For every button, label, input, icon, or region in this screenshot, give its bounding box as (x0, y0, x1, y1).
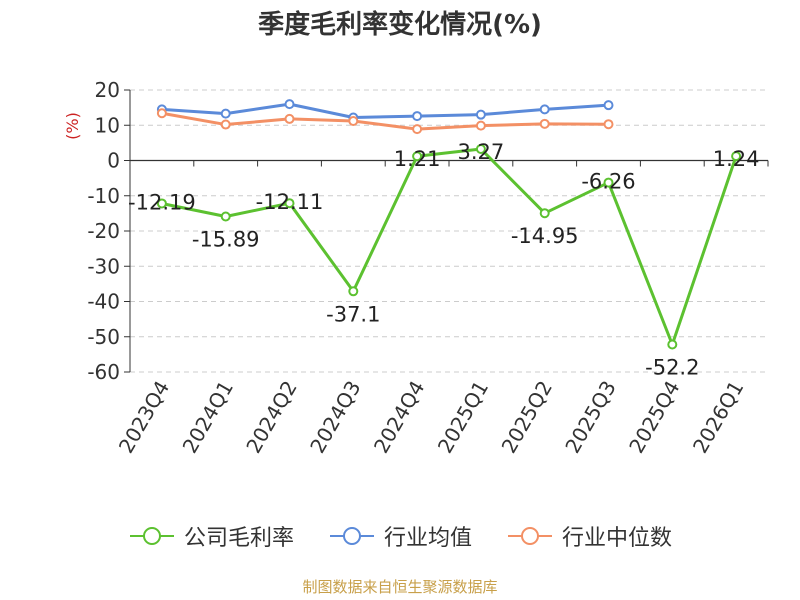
x-tick-label: 2024Q2 (241, 377, 301, 458)
y-tick-label: -30 (87, 254, 120, 278)
data-point (731, 151, 742, 162)
data-point (412, 111, 423, 122)
data-point (220, 211, 231, 222)
data-point (475, 109, 486, 120)
data-point (603, 119, 614, 130)
x-tick-label: 2025Q1 (433, 377, 493, 458)
data-label: -12.19 (128, 190, 196, 214)
data-point (220, 119, 231, 130)
data-point (539, 104, 550, 115)
data-point (475, 120, 486, 131)
data-label: -6.26 (581, 170, 635, 194)
data-label: -37.1 (326, 302, 380, 326)
y-tick-label: -60 (87, 360, 120, 384)
data-label: 1.21 (394, 147, 441, 171)
data-point (667, 339, 678, 350)
data-point (412, 124, 423, 135)
data-label: -14.95 (511, 224, 579, 248)
legend-item[interactable]: 行业中位数 (506, 520, 672, 552)
y-tick-label: -10 (87, 184, 120, 208)
data-label: -15.89 (192, 228, 260, 252)
legend-line-icon (508, 527, 552, 545)
legend-label: 行业中位数 (562, 526, 673, 551)
legend-item[interactable]: 行业均值 (328, 520, 472, 552)
series-line (161, 111, 609, 131)
y-tick-label: 10 (95, 113, 120, 137)
data-point (475, 143, 486, 154)
data-point (348, 116, 359, 127)
series-line (161, 147, 738, 347)
legend-marker (342, 527, 361, 545)
x-tick-label: 2025Q2 (497, 377, 557, 458)
legend-item[interactable]: 公司毛利率 (128, 520, 294, 552)
x-tick-label: 2026Q1 (688, 377, 748, 458)
data-point (348, 286, 359, 297)
data-point (156, 108, 167, 119)
grid-lines (130, 89, 768, 373)
legend-marker (142, 527, 161, 545)
legend-label: 行业均值 (383, 526, 472, 551)
y-tick-label: -40 (87, 290, 120, 314)
data-label: -52.2 (645, 356, 699, 380)
y-tick-label: 20 (95, 78, 120, 102)
series-line (161, 102, 609, 119)
legend-line-icon (129, 527, 174, 545)
x-tick-label: 2024Q4 (369, 377, 429, 458)
data-labels: -12.19 -15.89 -12.11 -37.1 1.21 3.27 -14.95 -6.… (128, 140, 759, 380)
data-point (603, 177, 614, 188)
legend: 公司毛利率 行业均值 行业中位数 (0, 520, 800, 552)
data-point (412, 151, 423, 162)
x-tick-label: 2025Q3 (560, 377, 620, 458)
legend-marker (521, 527, 539, 545)
data-point (284, 113, 295, 124)
data-label: 1.24 (713, 147, 760, 171)
source-note: 制图数据来自恒生聚源数据库 (302, 578, 498, 596)
legend-line-icon (329, 527, 374, 545)
data-point (539, 208, 550, 219)
data-point (603, 100, 614, 111)
x-tick-label: 2025Q4 (624, 377, 684, 458)
data-point (284, 198, 295, 209)
y-tick-label: -20 (87, 219, 120, 243)
y-axis-label: (%) (63, 112, 82, 140)
y-tick-label: -50 (87, 325, 120, 349)
data-point (220, 108, 231, 119)
y-tick-label: 0 (107, 149, 120, 173)
series-lines (156, 99, 742, 350)
data-label: 3.27 (458, 140, 505, 164)
x-tick-label: 2024Q3 (305, 377, 365, 458)
x-tick-label: 2024Q1 (178, 377, 238, 458)
legend-label: 公司毛利率 (183, 526, 294, 551)
x-tick-label: 2023Q4 (114, 377, 174, 458)
data-point (539, 118, 550, 129)
chart-title: 季度毛利率变化情况(%) (258, 10, 542, 40)
data-point (284, 99, 295, 110)
data-point (156, 198, 167, 209)
data-label: -12.11 (256, 190, 324, 214)
